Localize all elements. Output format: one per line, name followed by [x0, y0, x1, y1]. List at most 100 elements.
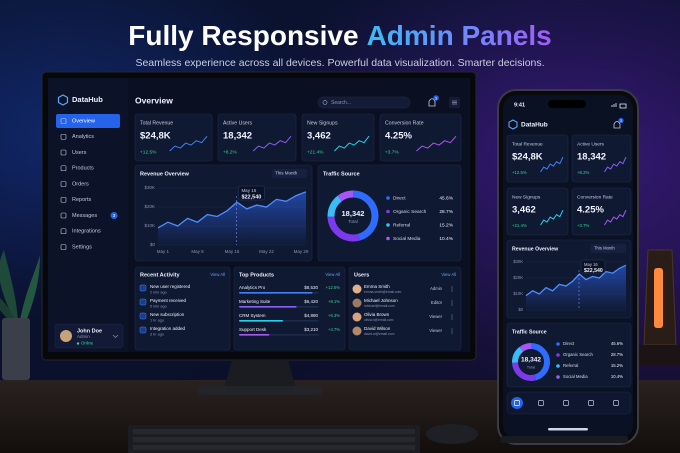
user-avatar	[60, 330, 72, 342]
kpi-title: Active Users	[577, 141, 605, 147]
nav-item[interactable]: Overview	[72, 118, 95, 124]
activity-time: 5 min ago	[150, 305, 167, 309]
kpi-value: $24,8K	[512, 152, 543, 163]
product-revenue: $4,890	[304, 313, 318, 318]
subtitle: Seamless experience across all devices. …	[135, 57, 544, 69]
brand-logo	[508, 119, 518, 130]
x-tick-label: May 15	[225, 249, 240, 254]
card-title: Revenue Overview	[512, 246, 559, 252]
bell-icon[interactable]	[428, 98, 436, 107]
legend-label: Direct	[393, 195, 406, 201]
x-tick-label: May 22	[259, 249, 274, 254]
sparkline	[416, 135, 457, 152]
users-card	[348, 266, 462, 351]
user-row-avatar	[352, 298, 362, 308]
search-icon	[322, 100, 328, 105]
legend-swatch	[556, 375, 560, 379]
nav-item[interactable]: Integrations	[72, 229, 101, 235]
nav-item[interactable]: Analytics	[72, 134, 94, 140]
user-row-role: Viewer	[429, 314, 442, 319]
user-name: John Doe	[77, 328, 102, 334]
activity-text: New user registered	[150, 284, 191, 289]
nav-icon	[60, 181, 67, 187]
period-select-label[interactable]: This Month	[275, 171, 298, 176]
period-select-label[interactable]: This Month	[594, 246, 615, 251]
nav-icon	[60, 118, 67, 124]
phone-stand	[500, 436, 628, 443]
headline-accent: Admin Panels	[367, 20, 552, 51]
nav-icon	[60, 165, 67, 172]
legend-label: Social Media	[563, 374, 588, 379]
view-all[interactable]: View All	[441, 272, 456, 277]
home-indicator	[548, 428, 588, 431]
monitor-base	[198, 386, 322, 395]
view-all[interactable]: View All	[210, 272, 225, 277]
donut-total: 18,342	[342, 209, 365, 218]
activity-icon	[139, 312, 147, 320]
brand-logo	[57, 94, 69, 106]
activity-icon	[139, 326, 147, 334]
nav-item[interactable]: Settings	[72, 244, 92, 250]
mouse	[426, 424, 478, 444]
nav-item[interactable]: Products	[72, 166, 94, 172]
legend-swatch	[556, 342, 560, 346]
brand-name: DataHub	[521, 122, 548, 129]
legend-swatch	[386, 236, 390, 241]
nav-icon	[60, 149, 67, 156]
legend-value: 10.4%	[611, 374, 623, 379]
y-tick-label: $10K	[144, 223, 155, 228]
bottom-nav-icon[interactable]	[514, 400, 520, 406]
card-title: Top Products	[239, 272, 274, 278]
donut-total-label: Total	[527, 364, 536, 369]
user-menu	[112, 334, 119, 338]
kpi-value: 4.25%	[385, 131, 412, 142]
nav-item[interactable]: Reports	[72, 197, 92, 203]
nav-badge	[110, 212, 118, 219]
product-name: Marketing Suite	[239, 299, 271, 304]
x-tick-label: May 1	[157, 249, 170, 254]
legend-label: Organic Search	[563, 352, 593, 357]
view-all[interactable]: View All	[325, 272, 340, 277]
nav-item[interactable]: Users	[72, 150, 87, 156]
tooltip-date: May 16	[584, 262, 598, 267]
y-tick-label: $20K	[513, 275, 523, 280]
tooltip-date: May 16	[241, 188, 256, 193]
kpi-value: $24,8K	[140, 131, 171, 142]
kpi-card	[571, 187, 632, 236]
bottom-nav-icon[interactable]	[538, 400, 544, 406]
period-select[interactable]	[591, 244, 626, 253]
legend-label: Referral	[563, 363, 578, 368]
activity-icon	[139, 284, 147, 292]
search-box[interactable]	[317, 96, 411, 109]
product-change: +4.7%	[328, 327, 340, 332]
status-time: 9:41	[514, 102, 525, 108]
kpi-change: +3.7%	[577, 223, 589, 228]
bell-icon[interactable]	[613, 121, 621, 129]
tooltip	[580, 259, 606, 274]
legend-value: 28.7%	[611, 352, 623, 357]
search-placeholder[interactable]: Search...	[331, 100, 351, 106]
nav-icon	[60, 133, 67, 140]
period-select[interactable]	[272, 169, 307, 178]
y-tick-label: $20K	[144, 204, 155, 209]
nav-icon	[60, 196, 67, 203]
card-title: Traffic Source	[512, 329, 547, 335]
legend-value: 45.6%	[439, 195, 453, 201]
legend-label: Organic Search	[393, 209, 427, 215]
user-row-name: Olivia Brown	[364, 312, 390, 317]
bell-badge-count: 3	[435, 96, 437, 100]
tooltip-value: $22,540	[584, 268, 603, 274]
kpi-card	[571, 134, 632, 183]
legend-value: 28.7%	[439, 209, 453, 215]
brand-name: DataHub	[72, 95, 103, 104]
bottom-nav-icon[interactable]	[588, 400, 594, 406]
bottom-nav-icon[interactable]	[563, 400, 569, 406]
donut-segment	[327, 190, 379, 242]
legend-value: 45.6%	[611, 341, 623, 346]
user-row-avatar	[352, 284, 362, 294]
legend-swatch	[386, 196, 390, 200]
nav-item[interactable]: Orders	[72, 181, 89, 187]
bottom-nav-icon[interactable]	[613, 400, 619, 406]
sparkline	[169, 135, 208, 152]
nav-item[interactable]: Messages	[72, 213, 97, 219]
